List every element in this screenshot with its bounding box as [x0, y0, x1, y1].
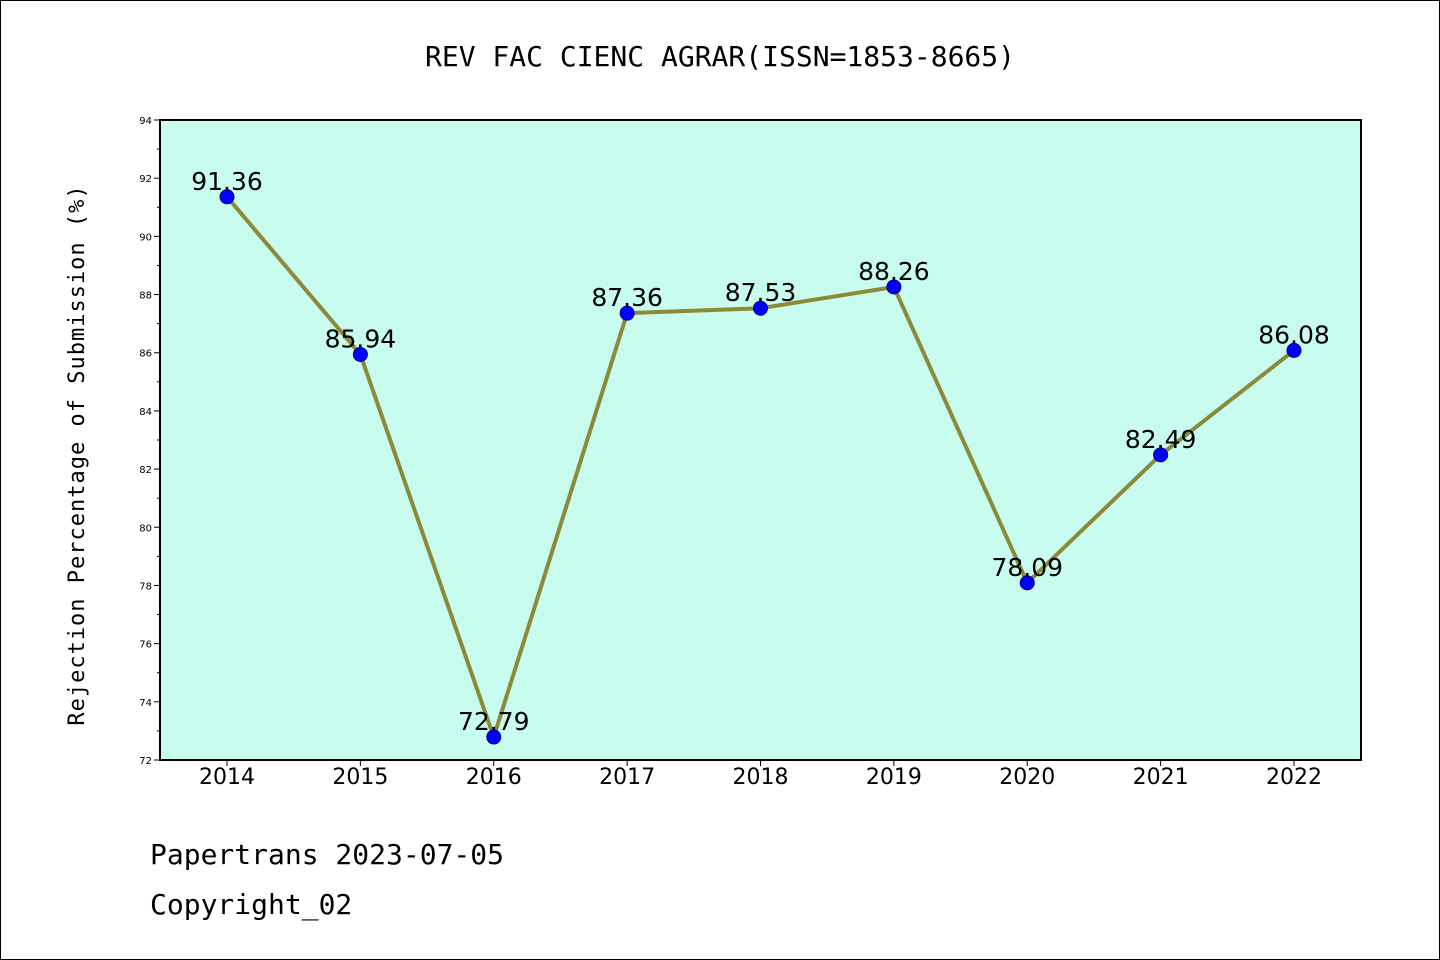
data-point-2019 — [886, 279, 902, 295]
data-point-2016 — [486, 729, 502, 745]
plot-area — [160, 120, 1361, 760]
data-point-2018 — [753, 300, 768, 316]
x-tick-label: 2019 — [866, 765, 922, 790]
data-point-2017 — [619, 305, 635, 321]
y-axis: 72 74 76 78 80 82 84 86 88 90 92 94 — [139, 116, 160, 767]
footer-copyright: Copyright_02 — [150, 888, 352, 922]
plot-border — [159, 119, 1362, 761]
y-tick-label: 78 — [139, 581, 152, 592]
x-tick-label: 2014 — [199, 765, 255, 790]
data-label-2018: 87.53 — [725, 278, 797, 307]
data-label-2021: 82.49 — [1125, 425, 1197, 454]
x-tick-label: 2021 — [1133, 765, 1189, 790]
y-tick-label: 92 — [139, 174, 152, 185]
data-label-2016: 72.79 — [458, 707, 530, 736]
x-tick-label: 2022 — [1266, 765, 1322, 790]
x-tick-label: 2015 — [332, 765, 388, 790]
data-labels: 91.36 85.94 72.79 87.36 87.53 88.26 78.09 82.49… — [191, 167, 1330, 736]
data-label-2014: 91.36 — [191, 167, 263, 196]
y-tick-label: 82 — [139, 465, 152, 476]
x-tick-label: 2016 — [466, 765, 522, 790]
y-tick-label: 88 — [139, 291, 152, 302]
data-label-2020: 78.09 — [991, 553, 1063, 582]
x-tick-label: 2020 — [999, 765, 1055, 790]
y-tick-label: 94 — [139, 116, 152, 127]
series-line-group — [219, 189, 1302, 745]
data-label-2022: 86.08 — [1258, 320, 1330, 349]
data-point-2022 — [1286, 342, 1302, 358]
x-tick-label: 2018 — [733, 765, 789, 790]
y-tick-label: 76 — [139, 640, 152, 651]
y-axis-title: Rejection Percentage of Submission (%) — [65, 184, 90, 725]
chart-title: REV FAC CIENC AGRAR(ISSN=1853-8665) — [425, 40, 1015, 73]
y-tick-label: 84 — [139, 407, 152, 418]
data-point-2020 — [1019, 575, 1035, 591]
data-label-2015: 85.94 — [325, 324, 397, 353]
data-label-2019: 88.26 — [858, 257, 930, 286]
y-tick-label: 74 — [139, 698, 152, 709]
x-tick-label: 2017 — [599, 765, 655, 790]
y-tick-label: 90 — [139, 232, 152, 243]
y-tick-label: 80 — [139, 523, 152, 534]
y-tick-label: 86 — [139, 349, 152, 360]
data-point-2015 — [352, 346, 368, 362]
y-tick-label: 72 — [139, 756, 152, 767]
data-point-2014 — [219, 189, 235, 205]
data-point-2021 — [1153, 447, 1169, 463]
x-axis: 2014 2015 2016 2017 2018 2019 2020 2021 2022 — [199, 760, 1322, 790]
data-label-2017: 87.36 — [591, 283, 663, 312]
footer-credit: Papertrans 2023-07-05 — [150, 838, 504, 871]
